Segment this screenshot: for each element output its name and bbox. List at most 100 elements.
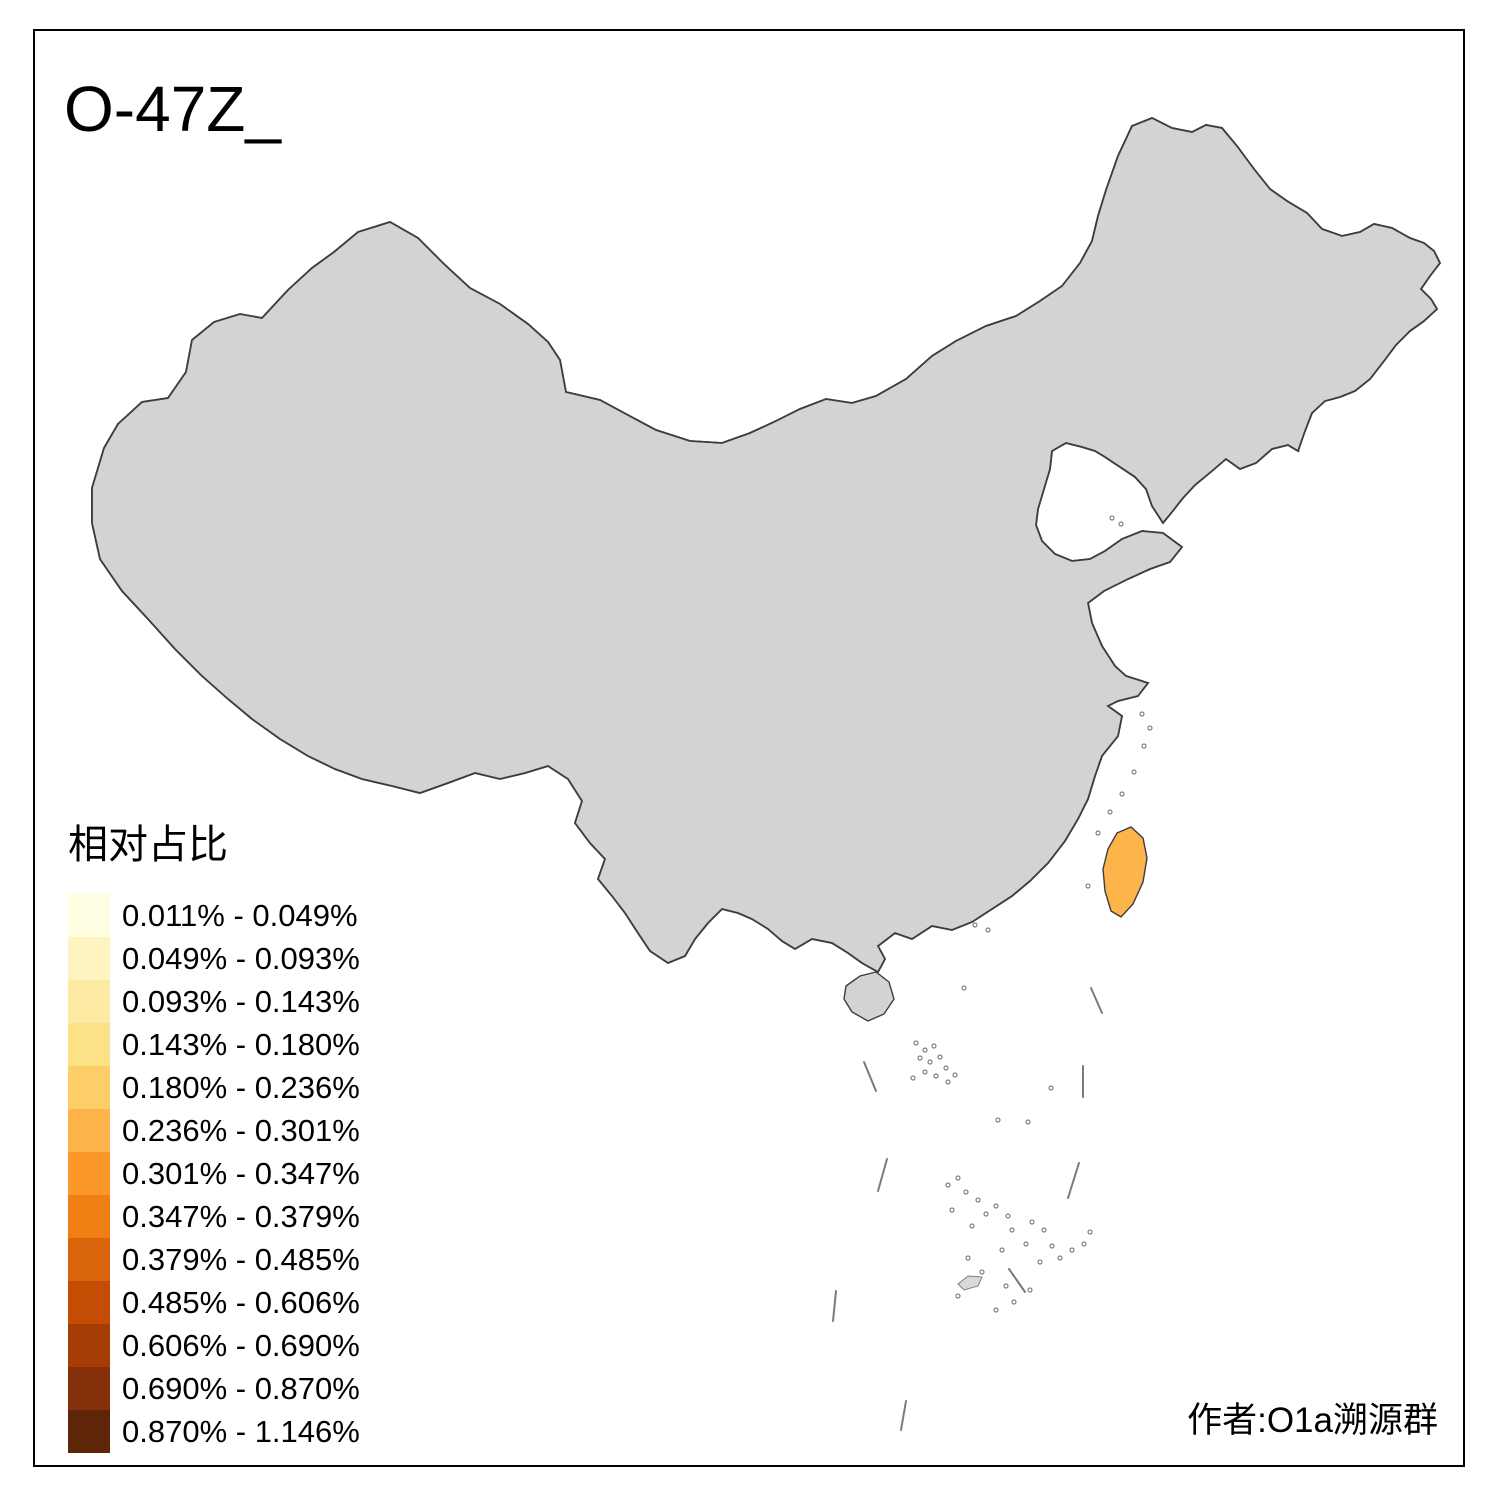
legend-row: 0.301% - 0.347% [68, 1152, 360, 1195]
legend-swatch [68, 937, 110, 980]
legend-row: 0.011% - 0.049% [68, 894, 360, 937]
legend-row: 0.180% - 0.236% [68, 1066, 360, 1109]
island-dot [1147, 725, 1153, 731]
legend-row: 0.870% - 1.146% [68, 1410, 360, 1453]
legend-swatch [68, 1281, 110, 1324]
island-dot [931, 1043, 937, 1049]
island-dot [993, 1307, 999, 1313]
island-dot [1109, 515, 1115, 521]
legend-bin-label: 0.180% - 0.236% [122, 1070, 360, 1105]
legend-bin-label: 0.485% - 0.606% [122, 1285, 360, 1320]
island-dot [975, 1197, 981, 1203]
legend-swatch [68, 1324, 110, 1367]
hainan-island [843, 971, 895, 1022]
island-dot [972, 922, 978, 928]
island-dot [927, 1059, 933, 1065]
legend-swatch [68, 1109, 110, 1152]
legend-swatch [68, 1195, 110, 1238]
legend-bin-label: 0.347% - 0.379% [122, 1199, 360, 1234]
island-dot [1118, 521, 1124, 527]
page-title: O-47Z_ [64, 73, 281, 145]
island-dot [1027, 1287, 1033, 1293]
island-dot [1037, 1259, 1043, 1265]
legend-swatch [68, 980, 110, 1023]
island-dot [1057, 1255, 1063, 1261]
island-dot [955, 1175, 961, 1181]
island-dot [922, 1047, 928, 1053]
legend-bin-label: 0.301% - 0.347% [122, 1156, 360, 1191]
island-dot [910, 1075, 916, 1081]
legend-bin-label: 0.690% - 0.870% [122, 1371, 360, 1406]
island-dot [1069, 1247, 1075, 1253]
island-dot [943, 1065, 949, 1071]
island-dot [933, 1073, 939, 1079]
island-dot [1023, 1241, 1029, 1247]
legend-row: 0.347% - 0.379% [68, 1195, 360, 1238]
island-dot [1049, 1243, 1055, 1249]
island-dot [969, 1223, 975, 1229]
island-dot [1139, 711, 1145, 717]
legend-row: 0.379% - 0.485% [68, 1238, 360, 1281]
nine-dash-line [832, 987, 1103, 1431]
legend-swatch [68, 894, 110, 937]
legend-bin-label: 0.049% - 0.093% [122, 941, 360, 976]
legend-swatch [68, 1367, 110, 1410]
island-dot [1005, 1213, 1011, 1219]
legend-row: 0.606% - 0.690% [68, 1324, 360, 1367]
island-dot [913, 1040, 919, 1046]
island-dot [1029, 1219, 1035, 1225]
island-dot [1025, 1119, 1031, 1125]
map-region [1128, 663, 1151, 671]
taiwan-island [1102, 826, 1148, 918]
island-dot [1131, 769, 1137, 775]
island-dot [917, 1055, 923, 1061]
island-dot [1087, 1229, 1093, 1235]
island-dot [995, 1117, 1001, 1123]
legend-row: 0.093% - 0.143% [68, 980, 360, 1023]
legend-swatch [68, 1410, 110, 1453]
island-dot [983, 1211, 989, 1217]
island-dot [1041, 1227, 1047, 1233]
islet-shape [957, 1275, 983, 1291]
island-dot [1009, 1227, 1015, 1233]
island-dot [1119, 791, 1125, 797]
island-dot [945, 1182, 951, 1188]
legend-swatch [68, 1152, 110, 1195]
island-dot [1081, 1241, 1087, 1247]
small-islands [910, 515, 1153, 1313]
legend: 相对占比 0.011% - 0.049% 0.049% - 0.093% 0.093… [68, 812, 360, 1453]
island-dot [965, 1255, 971, 1261]
island-dot [1048, 1085, 1054, 1091]
legend-swatch [68, 1066, 110, 1109]
island-dot [1107, 809, 1113, 815]
legend-bin-label: 0.236% - 0.301% [122, 1113, 360, 1148]
island-dot [952, 1072, 958, 1078]
legend-bin-label: 0.011% - 0.049% [122, 898, 358, 933]
legend-row: 0.049% - 0.093% [68, 937, 360, 980]
island-dot [1011, 1299, 1017, 1305]
island-dot [1085, 883, 1091, 889]
island-dot [999, 1247, 1005, 1253]
island-dot [945, 1079, 951, 1085]
attribution-text: 作者:O1a溯源群 [1187, 1401, 1438, 1440]
island-dot [961, 985, 967, 991]
legend-row: 0.236% - 0.301% [68, 1109, 360, 1152]
legend-bin-label: 0.606% - 0.690% [122, 1328, 360, 1363]
island-dot [937, 1054, 943, 1060]
island-dot [993, 1203, 999, 1209]
legend-title: 相对占比 [68, 823, 228, 867]
island-dot [1141, 743, 1147, 749]
island-dot [1095, 830, 1101, 836]
island-dot [979, 1269, 985, 1275]
legend-row: 0.143% - 0.180% [68, 1023, 360, 1066]
island-dot [1003, 1283, 1009, 1289]
legend-row: 0.485% - 0.606% [68, 1281, 360, 1324]
island-dot [922, 1069, 928, 1075]
island-dot [985, 927, 991, 933]
legend-swatch [68, 1023, 110, 1066]
island-dot [955, 1293, 961, 1299]
legend-bin-label: 0.870% - 1.146% [122, 1414, 360, 1449]
island-dot [963, 1189, 969, 1195]
